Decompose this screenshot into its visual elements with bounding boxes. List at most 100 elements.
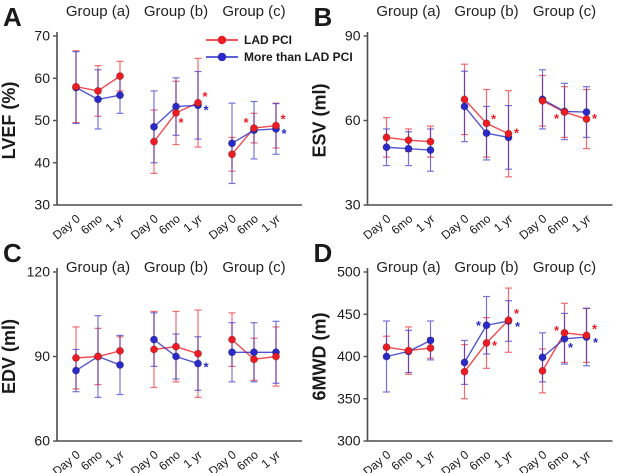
significance-asterisk: * <box>203 360 209 375</box>
x-tick-label: Day 0 <box>206 447 239 473</box>
data-point <box>538 366 547 375</box>
data-point <box>72 82 81 91</box>
x-tick-label: Day 0 <box>50 447 83 473</box>
x-tick-label: 6mo <box>467 447 494 473</box>
data-point <box>482 321 491 330</box>
significance-asterisk: * <box>554 323 560 338</box>
data-point <box>94 86 103 95</box>
x-tick-label: 1 yr <box>103 212 127 236</box>
x-tick-label: 1 yr <box>181 448 205 472</box>
significance-asterisk: * <box>203 102 209 117</box>
data-point <box>404 144 413 153</box>
data-point <box>171 108 180 117</box>
x-tick-label: 6mo <box>545 211 572 237</box>
data-point <box>227 150 236 159</box>
data-point <box>582 115 591 124</box>
x-tick-label: 1 yr <box>259 212 283 236</box>
data-point <box>582 108 591 117</box>
group-title: Group (c) <box>222 3 285 20</box>
x-tick-label: 1 yr <box>259 448 283 472</box>
x-tick-label: 6mo <box>389 211 416 237</box>
x-tick-label: Day 0 <box>516 447 549 473</box>
group-title: Group (b) <box>454 3 518 20</box>
x-tick-label: Day 0 <box>360 447 393 473</box>
panel-a-lvef-chart: A Group (a) Group (b) Group (c) LVEF (%) 70 60… <box>0 2 353 242</box>
x-tick-label: 1 yr <box>569 212 593 236</box>
data-point <box>193 98 202 107</box>
data-point <box>560 108 569 117</box>
data-point <box>460 95 469 104</box>
significance-asterisk: * <box>514 306 520 321</box>
y-tick-label: 120 <box>27 264 51 280</box>
y-axis-label: 6MWD (m) <box>310 313 330 401</box>
data-point <box>249 355 258 364</box>
data-point <box>72 366 81 375</box>
x-tick-label: 6mo <box>389 447 416 473</box>
y-tick-label: 90 <box>34 348 50 364</box>
group-title: Group (a) <box>376 3 440 20</box>
data-point <box>538 96 547 105</box>
x-tick-label: Day 0 <box>128 447 161 473</box>
x-tick-label: 6mo <box>467 211 494 237</box>
y-tick-label: 30 <box>345 197 361 213</box>
y-tick-label: 30 <box>34 197 50 213</box>
group-title: Group (a) <box>66 259 130 276</box>
significance-asterisk: * <box>202 89 208 104</box>
data-point <box>582 331 591 340</box>
y-tick-label: 350 <box>337 390 361 406</box>
x-tick-label: 1 yr <box>569 448 593 472</box>
data-point <box>227 335 236 344</box>
x-tick-label: 6mo <box>156 211 183 237</box>
x-tick-label: 6mo <box>78 211 105 237</box>
data-point <box>504 316 513 325</box>
significance-asterisk: * <box>554 111 560 126</box>
data-point <box>171 342 180 351</box>
data-point <box>426 336 435 345</box>
y-tick-label: 300 <box>337 433 361 449</box>
y-axis-label: EDV (ml) <box>0 319 19 394</box>
y-tick-label: 400 <box>337 348 361 364</box>
data-point <box>460 102 469 111</box>
significance-asterisk: * <box>515 319 521 334</box>
data-point <box>149 137 158 146</box>
data-point <box>382 352 391 361</box>
legend-item: LAD PCI <box>206 33 292 47</box>
data-point <box>426 344 435 353</box>
y-tick-label: 60 <box>34 70 50 86</box>
data-point <box>171 352 180 361</box>
data-point <box>271 121 280 130</box>
data-point <box>116 72 125 81</box>
y-tick-label: 60 <box>34 433 50 449</box>
data-point <box>227 139 236 148</box>
data-point <box>404 346 413 355</box>
data-point <box>72 353 81 362</box>
x-tick-label: 1 yr <box>491 448 515 472</box>
panel-c-edv-chart: C Group (a) Group (b) Group (c) EDV (ml) 120 9… <box>0 238 302 473</box>
panel-d-6mwd-chart: D Group (a) Group (b) Group (c) 6MWD (m) 500 4… <box>310 238 613 473</box>
panel-letter: C <box>3 238 22 268</box>
significance-asterisk: * <box>280 112 286 127</box>
data-point <box>193 349 202 358</box>
significance-asterisk: * <box>491 111 497 126</box>
data-point <box>149 122 158 131</box>
group-title: Group (a) <box>66 3 130 20</box>
significance-asterisk: * <box>592 111 598 126</box>
data-point <box>426 146 435 155</box>
significance-asterisk: * <box>514 126 520 141</box>
group-title: Group (c) <box>533 3 596 20</box>
data-point <box>404 136 413 145</box>
data-point <box>482 119 491 128</box>
legend-marker-icon <box>217 35 227 45</box>
group-title: Group (a) <box>376 259 440 276</box>
x-tick-label: 1 yr <box>103 448 127 472</box>
data-point <box>116 346 125 355</box>
y-tick-label: 40 <box>34 154 50 170</box>
x-tick-label: Day 0 <box>438 447 471 473</box>
panel-letter: B <box>314 2 333 32</box>
y-tick-label: 50 <box>34 112 50 128</box>
data-point <box>149 335 158 344</box>
significance-asterisk: * <box>178 115 184 130</box>
significance-asterisk: * <box>243 115 249 130</box>
y-tick-label: 450 <box>337 306 361 322</box>
